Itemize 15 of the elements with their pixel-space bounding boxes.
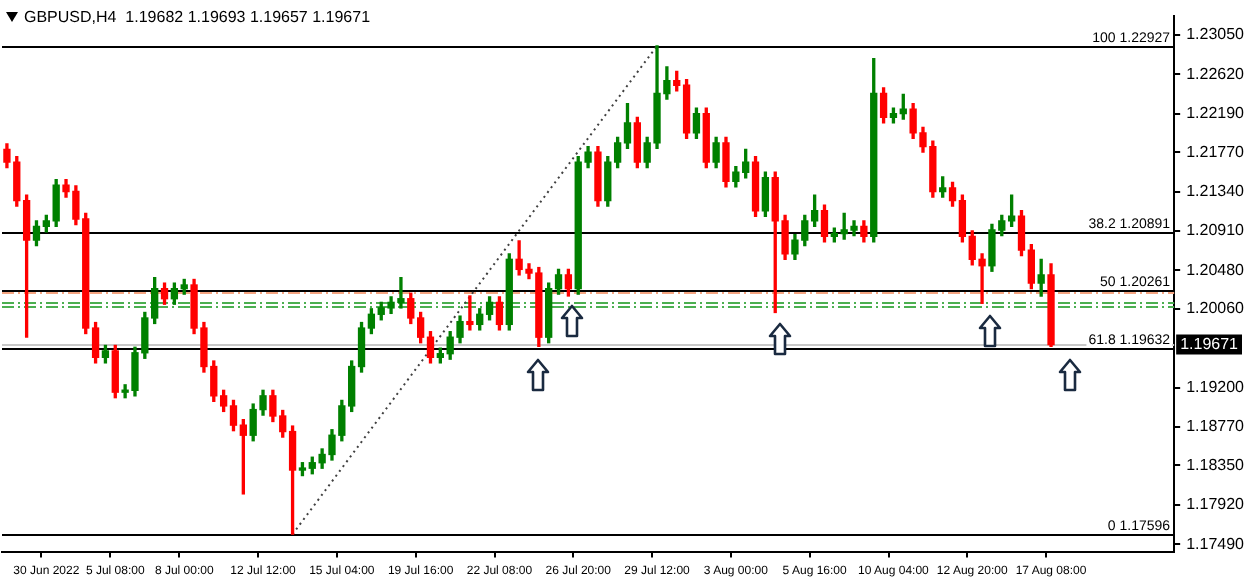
y-tick-label: 1.21770 — [1186, 142, 1246, 161]
y-tick-label: 1.18350 — [1186, 455, 1246, 474]
y-tick-label: 1.17920 — [1186, 495, 1246, 514]
chart-title: GBPUSD,H4 1.19682 1.19693 1.19657 1.19671 — [24, 8, 371, 26]
y-tick-label: 1.20060 — [1186, 299, 1246, 318]
y-tick-label: 1.20480 — [1186, 260, 1246, 279]
text: 1.19671 — [1180, 334, 1240, 353]
y-tick-label: 1.17490 — [1186, 534, 1246, 553]
y-tick-label: 1.18770 — [1186, 417, 1246, 436]
y-tick-label: 1.23050 — [1186, 25, 1246, 44]
y-tick-label: 1.20910 — [1186, 221, 1246, 240]
y-tick-label: 1.21340 — [1186, 181, 1246, 200]
y-tick-label: 1.22190 — [1186, 104, 1246, 123]
y-tick-label: 1.19200 — [1186, 378, 1246, 396]
y-tick-label: 1.22620 — [1186, 64, 1246, 83]
